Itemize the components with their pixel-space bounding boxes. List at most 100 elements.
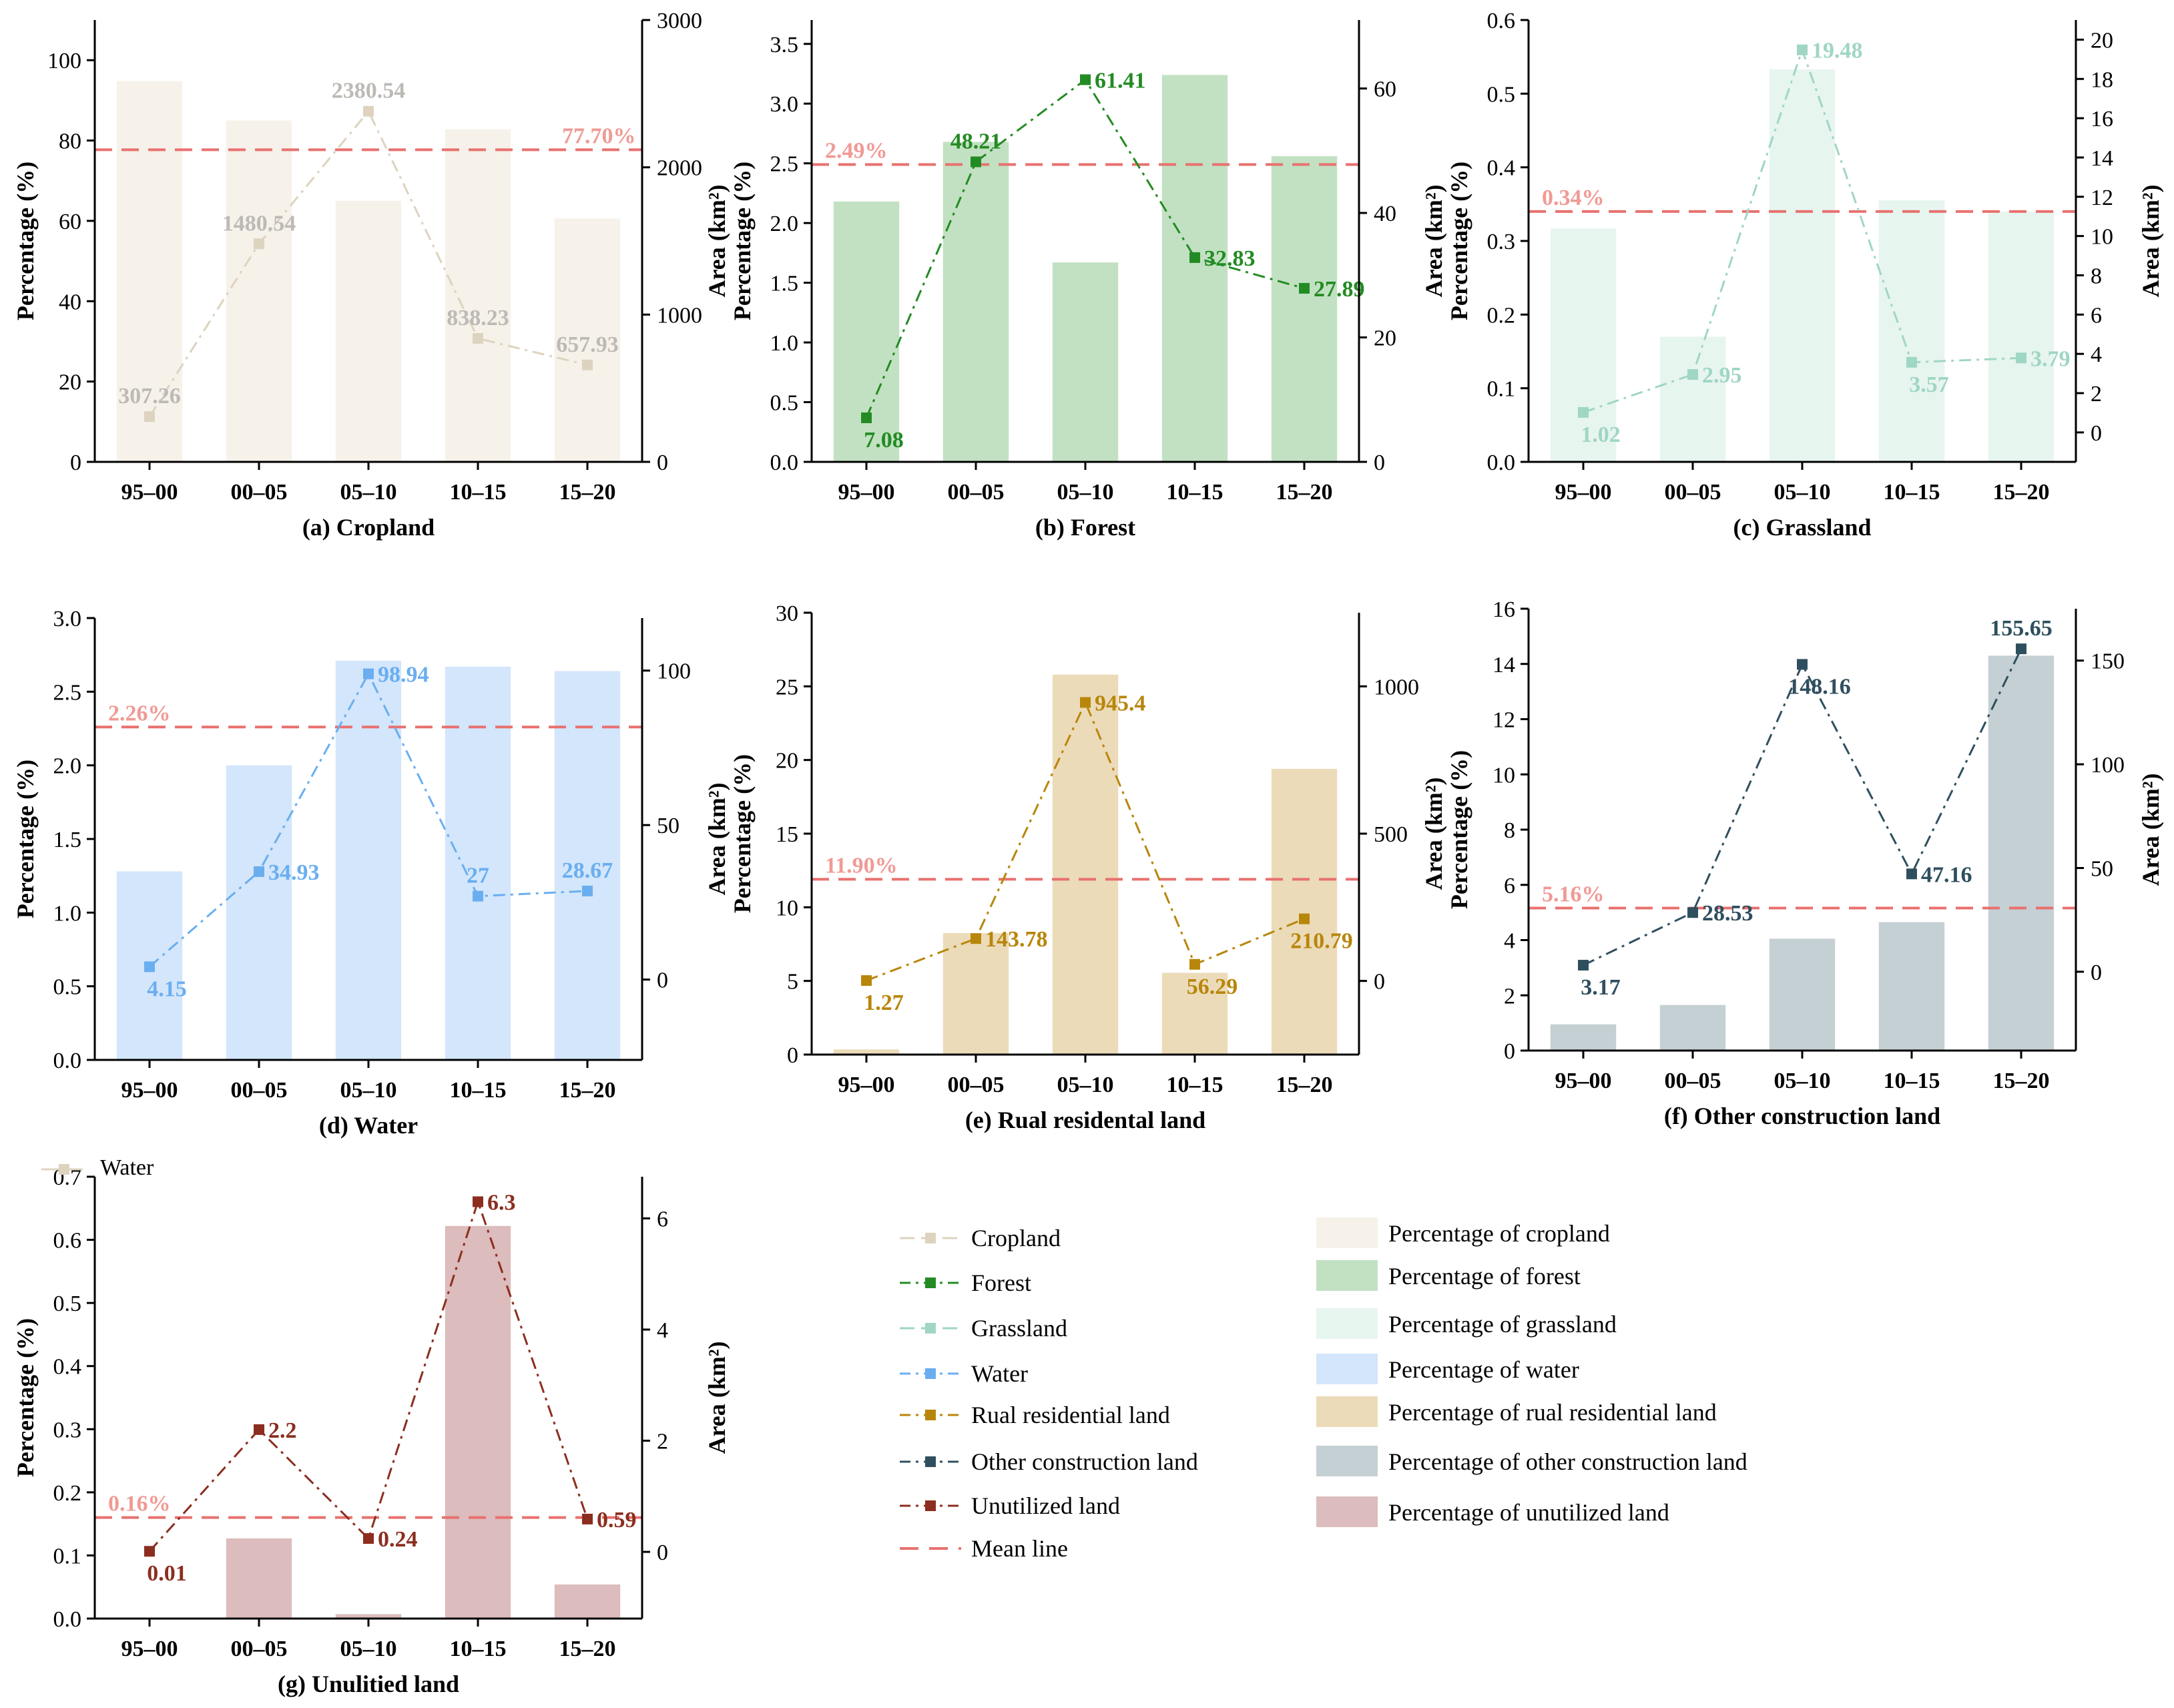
chart-panel-e: 11.90% 1.27 143.78 945.4 56.29 210.79 0 5 10 15 20… (729, 601, 1447, 1133)
data-label: 28.67 (562, 858, 613, 883)
legend-swatch-marker (925, 1277, 936, 1288)
bar (554, 218, 621, 462)
data-point (473, 1196, 483, 1207)
y-tick-label: 15 (776, 822, 798, 847)
y-tick-label: 8 (1504, 818, 1515, 843)
mean-label: 2.49% (825, 138, 888, 163)
y-axis-title: Percentage (%) (1446, 750, 1472, 909)
data-label: 2.2 (268, 1418, 297, 1443)
y-tick-label: 100 (47, 49, 81, 73)
data-label: 61.41 (1095, 68, 1146, 93)
data-point (2016, 643, 2026, 655)
legend: Cropland Forest Grassland Water Rual residen… (900, 1217, 1747, 1562)
y-tick-label: 0.0 (53, 1049, 82, 1073)
data-point (971, 933, 981, 944)
data-point (363, 105, 374, 117)
y-tick-label: 0.5 (1487, 82, 1516, 107)
data-label: 838.23 (447, 306, 509, 330)
x-tick-label: 10–15 (1167, 1073, 1224, 1097)
legend-item: Water (900, 1360, 1028, 1387)
x-tick-label: 10–15 (1884, 480, 1940, 505)
x-tick-label: 15–20 (1993, 1069, 2050, 1093)
y-tick-label: 0.2 (53, 1481, 82, 1506)
y2-tick-label: 150 (2091, 649, 2125, 674)
legend-item: Percentage of forest (1316, 1260, 1581, 1291)
x-tick-label: 00–05 (231, 1078, 288, 1103)
data-label: 0.01 (147, 1561, 187, 1586)
y2-tick-label: 500 (1374, 822, 1408, 847)
y-tick-label: 14 (1492, 653, 1515, 677)
data-point (473, 333, 483, 344)
y-tick-label: 0.5 (53, 1292, 82, 1316)
legend-swatch-marker (925, 1323, 936, 1334)
mean-label: 0.34% (1542, 186, 1605, 210)
y-tick-label: 6 (1504, 874, 1515, 898)
legend-label: Other construction land (971, 1448, 1198, 1475)
series-line (1583, 648, 2022, 966)
x-tick-label: 95–00 (838, 1073, 895, 1097)
y2-axis-title: Area (km²) (704, 782, 730, 895)
legend-label: Percentage of unutilized land (1388, 1499, 1669, 1526)
data-point (1797, 44, 1808, 55)
data-point (582, 1513, 593, 1524)
y2-tick-label: 10 (2091, 225, 2113, 250)
data-point (144, 411, 155, 422)
data-point (1578, 960, 1589, 971)
data-label: 28.53 (1702, 901, 1753, 926)
bar (1271, 768, 1338, 1055)
x-tick-label: 05–10 (1774, 1069, 1831, 1093)
legend-swatch-bar (1316, 1446, 1378, 1476)
y2-tick-label: 6 (2091, 303, 2102, 328)
legend-item: Percentage of grassland (1316, 1308, 1617, 1339)
y2-tick-label: 0 (657, 1540, 668, 1565)
bar (1271, 156, 1338, 462)
y2-tick-label: 3000 (657, 9, 702, 33)
y-tick-label: 4 (1504, 929, 1515, 954)
data-point (1080, 74, 1091, 85)
y2-axis-title: Area (km²) (2137, 184, 2164, 297)
y-tick-label: 0.0 (1487, 451, 1516, 475)
y-tick-label: 2 (1504, 984, 1515, 1009)
data-label: 0.59 (597, 1508, 637, 1532)
data-point (1080, 697, 1091, 708)
panel-caption: (e) Rual residental land (965, 1107, 1205, 1133)
data-point (2016, 352, 2026, 364)
data-label: 3.57 (1909, 372, 1949, 397)
y-axis-title: Percentage (%) (12, 1318, 39, 1477)
bar (1659, 336, 1726, 462)
legend-label: Mean line (971, 1535, 1068, 1562)
y-tick-label: 3.5 (770, 33, 799, 57)
bar (226, 765, 292, 1060)
y2-tick-label: 12 (2091, 186, 2113, 210)
bar (445, 129, 511, 462)
y-tick-label: 0.4 (53, 1355, 82, 1380)
legend-label: Rual residential land (971, 1402, 1170, 1428)
x-tick-label: 00–05 (1665, 1069, 1721, 1093)
legend-swatch-bar (1316, 1396, 1378, 1427)
legend-item: Percentage of water (1316, 1354, 1579, 1384)
y-tick-label: 0.5 (770, 391, 799, 416)
data-label: 6.3 (487, 1190, 516, 1215)
panel-caption: (c) Grassland (1733, 514, 1872, 541)
data-point (1299, 913, 1310, 924)
data-label: 98.94 (378, 663, 429, 687)
data-point (1906, 356, 1917, 368)
panel-caption: (d) Water (319, 1112, 418, 1139)
y-tick-label: 3.0 (53, 607, 82, 631)
chart-panel-g: 0.16% 0.01 2.2 0.24 6.3 0.59 0.0 0.1 0.2 0.3 0.4 0.… (12, 1165, 730, 1697)
bar (1878, 200, 1945, 462)
data-point (144, 961, 155, 972)
bar (1052, 674, 1119, 1055)
y-tick-label: 0.6 (1487, 9, 1516, 33)
y-tick-label: 0.5 (53, 975, 82, 1000)
data-point (1687, 369, 1698, 380)
y2-tick-label: 18 (2091, 67, 2113, 92)
bar (1988, 655, 2055, 1051)
data-point (1687, 907, 1698, 918)
y2-axis-title: Area (km²) (704, 184, 730, 297)
y-tick-label: 0.3 (1487, 230, 1516, 254)
mean-label: 5.16% (1542, 882, 1605, 907)
y-tick-label: 12 (1492, 708, 1515, 733)
legend-swatch-bar (1316, 1217, 1378, 1248)
y2-axis-title: Area (km²) (1420, 184, 1447, 297)
